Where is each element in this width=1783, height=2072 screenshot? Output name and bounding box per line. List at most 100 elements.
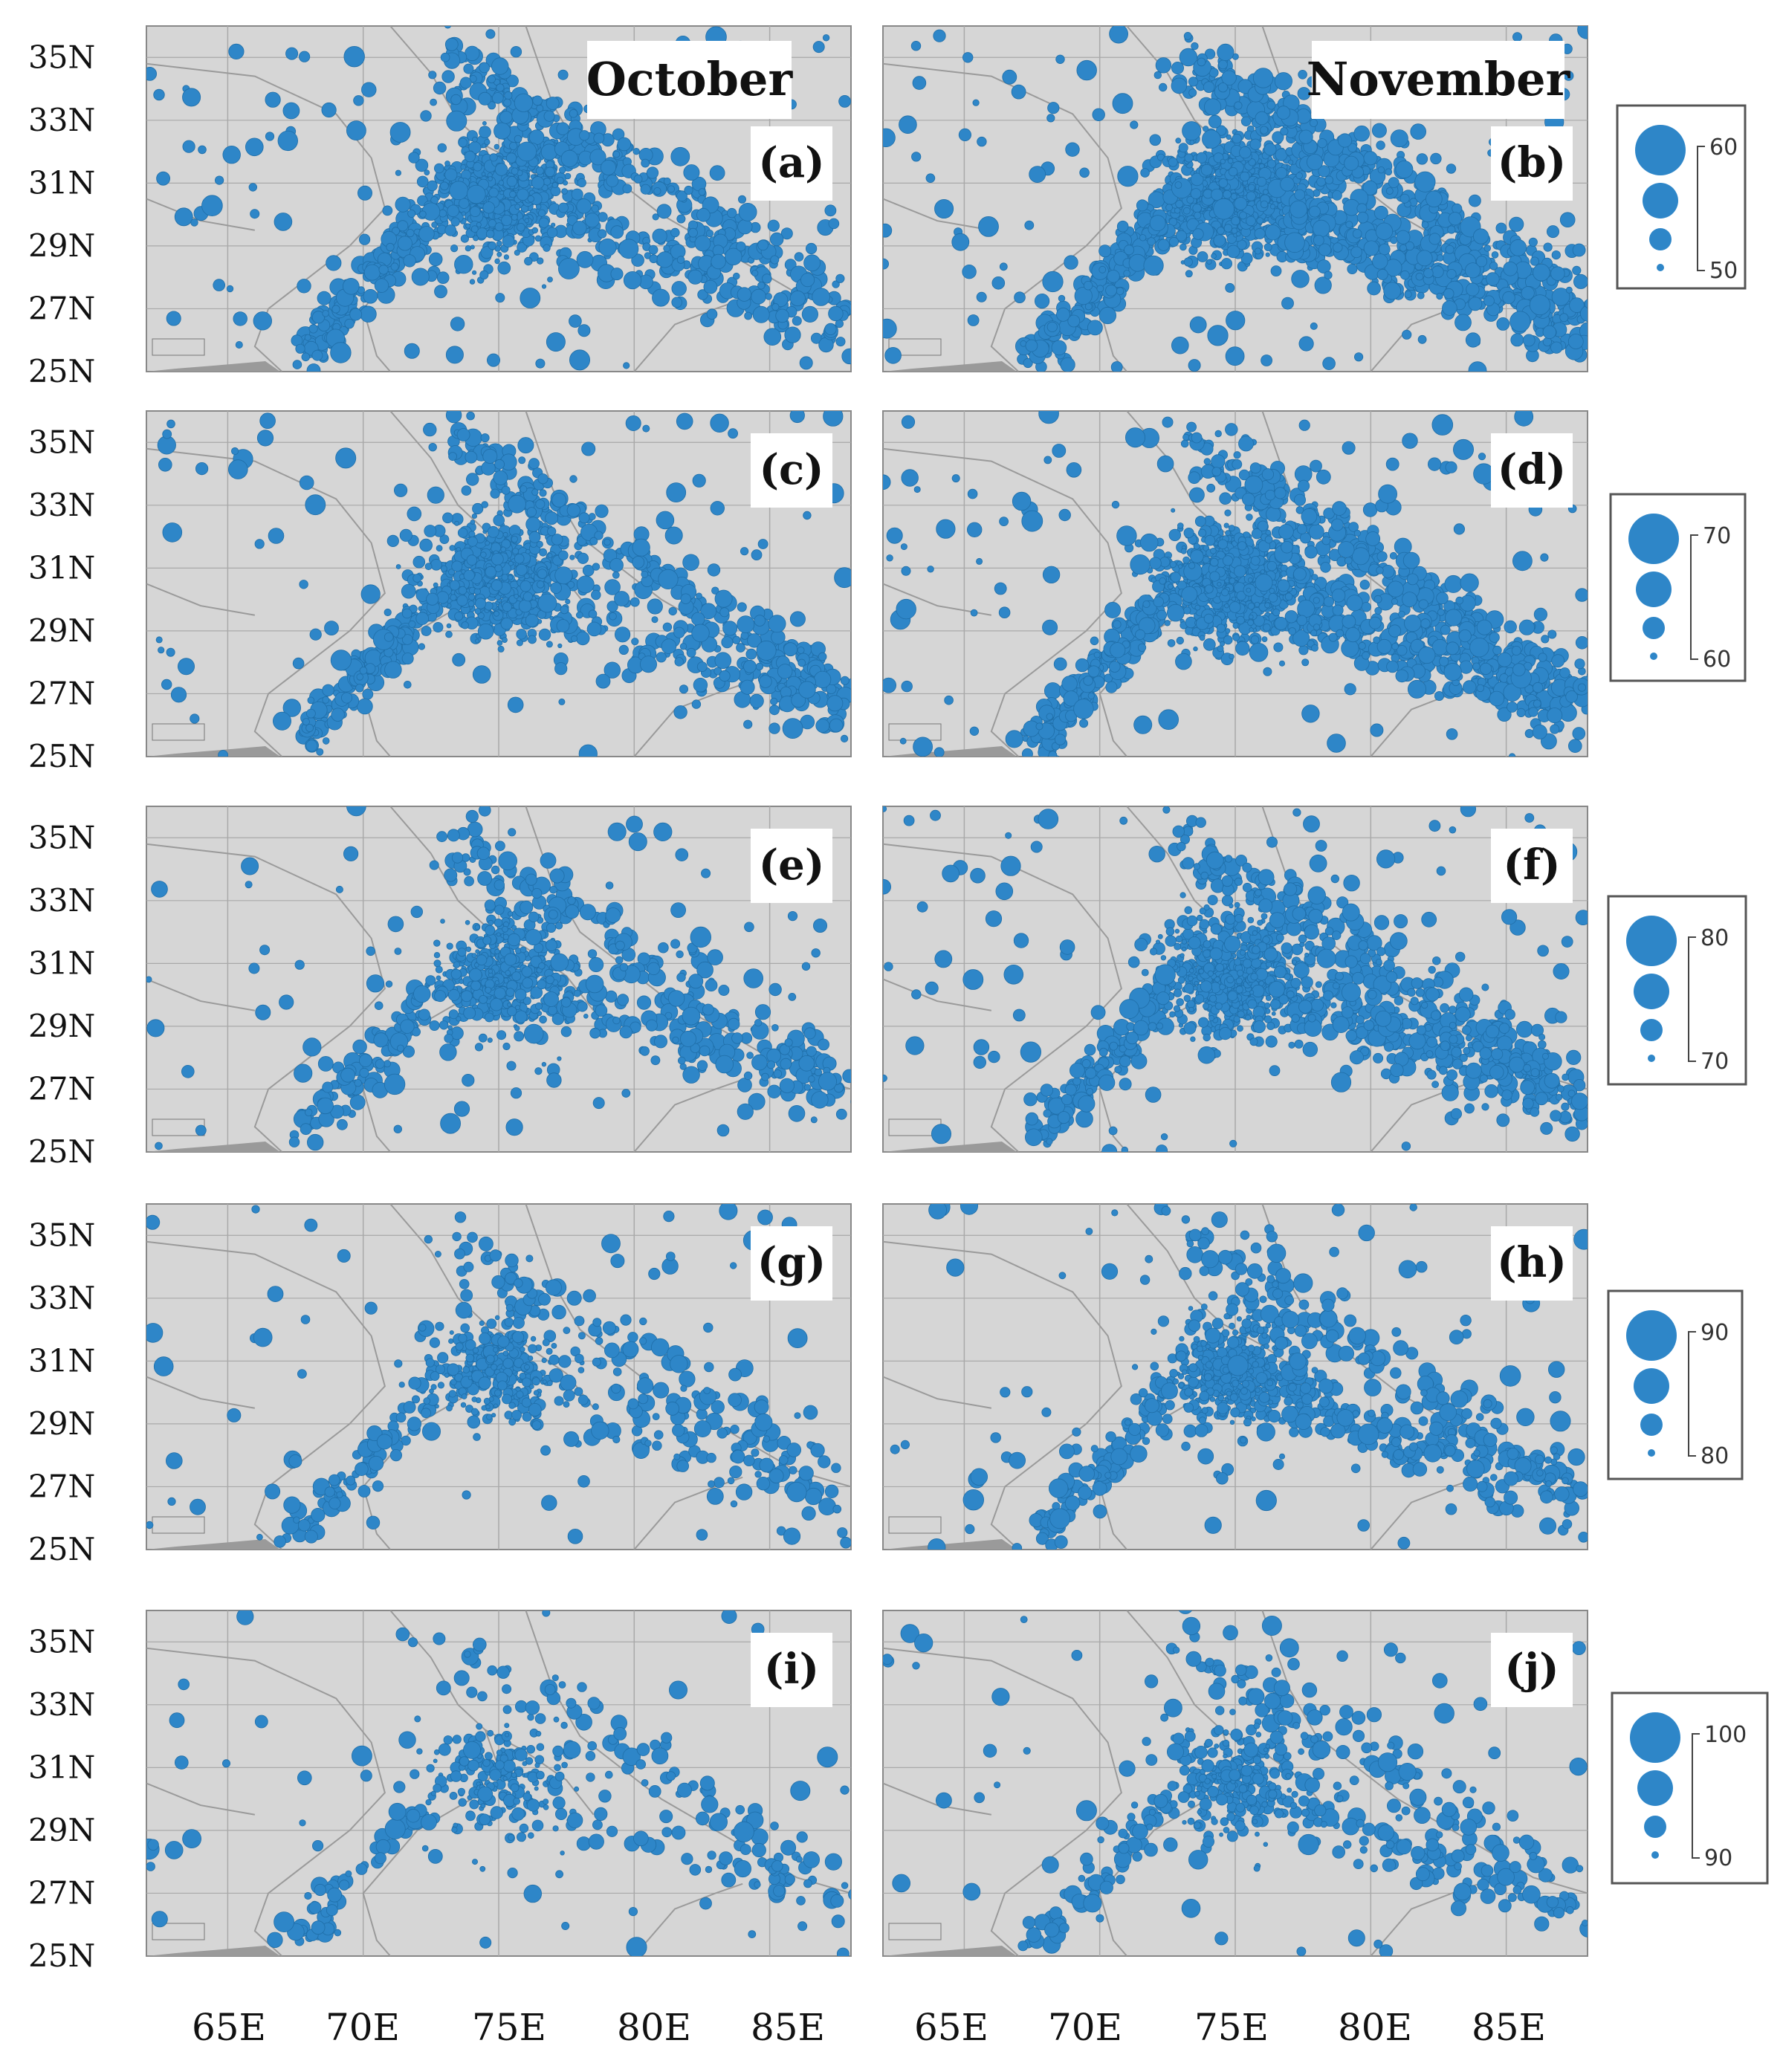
fire-point (1385, 168, 1393, 176)
fire-point (433, 163, 444, 174)
fire-point (440, 565, 447, 572)
fire-point (444, 168, 458, 181)
fire-point (469, 279, 476, 285)
fire-point (612, 128, 625, 141)
fire-point (461, 621, 469, 629)
fire-point (1029, 166, 1046, 184)
fire-point (858, 341, 871, 354)
fire-point (510, 45, 522, 58)
fire-point (751, 549, 763, 560)
border-line (525, 26, 851, 310)
fire-point (609, 558, 624, 572)
fire-point (737, 615, 755, 633)
fire-point (1240, 252, 1253, 265)
fire-point (1194, 211, 1202, 219)
fire-point (537, 569, 548, 579)
border-line (146, 447, 386, 757)
fire-point (508, 560, 514, 566)
fire-point (797, 647, 805, 654)
fire-point (1322, 357, 1336, 370)
fire-point (463, 63, 474, 74)
fire-point (482, 448, 498, 464)
fire-point (551, 222, 556, 227)
fire-point (506, 176, 517, 187)
fire-point (406, 229, 415, 238)
fire-point (493, 470, 508, 485)
fire-point (674, 657, 684, 667)
fire-point (1226, 134, 1232, 140)
fire-point (1211, 188, 1223, 201)
fire-point (558, 202, 569, 213)
fire-point (526, 507, 537, 517)
fire-point (749, 693, 764, 708)
fire-point (331, 708, 345, 722)
fire-point (1263, 189, 1269, 195)
fire-point (625, 415, 641, 432)
fire-point (1510, 333, 1524, 347)
fire-point (511, 535, 518, 543)
fire-point (1577, 26, 1588, 39)
map-panel-d: (d) (882, 410, 1588, 757)
fire-points (883, 411, 1588, 757)
fire-point (491, 580, 503, 592)
fire-point (520, 288, 541, 308)
fire-point (326, 255, 342, 271)
fire-point (408, 152, 420, 164)
fire-point (442, 512, 453, 524)
fire-point (1098, 265, 1107, 273)
fire-point (393, 483, 408, 497)
fire-point (477, 623, 494, 640)
fire-point (1431, 265, 1444, 279)
fire-point (424, 525, 437, 537)
fire-point (1573, 273, 1588, 289)
fire-point (359, 666, 368, 675)
fire-point (1317, 138, 1327, 149)
fire-point (446, 623, 452, 629)
fire-point (1196, 152, 1208, 164)
fire-point (250, 209, 260, 219)
fire-point (792, 316, 802, 326)
fire-point (1158, 82, 1168, 92)
fire-point (667, 185, 675, 193)
fire-point (646, 166, 659, 179)
fire-point (190, 713, 200, 724)
fire-point (514, 93, 534, 112)
fire-point (1235, 231, 1241, 237)
fire-point (1416, 153, 1428, 165)
fire-point (1200, 164, 1213, 176)
fire-point (835, 337, 846, 347)
fire-point (545, 166, 555, 178)
lat-tick-label: 35N (28, 39, 95, 75)
fire-point (450, 594, 457, 601)
month-label-box (587, 41, 792, 119)
fire-point (584, 213, 600, 228)
fire-point (1521, 286, 1535, 300)
lat-tick-label: 29N (28, 612, 95, 649)
fire-point (466, 184, 486, 204)
fire-point (397, 236, 412, 251)
fire-point (1079, 167, 1090, 178)
fire-point (558, 698, 566, 705)
fire-point (576, 575, 595, 594)
fire-point (1234, 197, 1248, 210)
fire-point (1058, 294, 1066, 302)
fire-point (581, 441, 596, 456)
fire-point (311, 349, 323, 361)
fire-point (1275, 166, 1288, 179)
fire-point (430, 558, 442, 571)
fire-point (502, 531, 508, 537)
scale-bar (888, 723, 942, 741)
fire-point (693, 678, 708, 693)
fire-point (1204, 98, 1222, 116)
fire-point (156, 171, 171, 186)
fire-point (489, 153, 498, 162)
fire-point (1318, 243, 1332, 256)
fire-point (719, 670, 731, 682)
fire-point (295, 343, 305, 354)
fire-point (834, 567, 851, 589)
fire-point (1217, 43, 1234, 62)
fire-point (1098, 245, 1112, 258)
fire-point (213, 279, 226, 291)
fire-point (1240, 171, 1250, 182)
fire-point (770, 255, 780, 265)
